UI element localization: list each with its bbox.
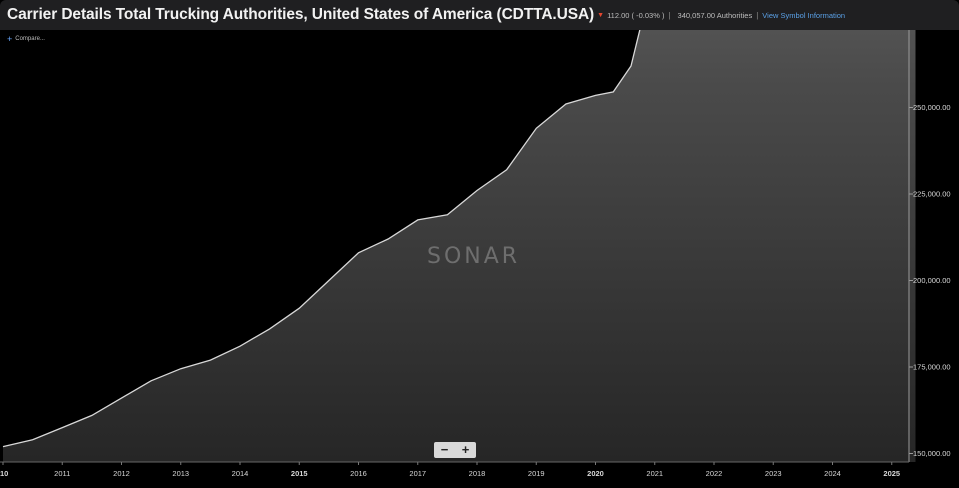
down-arrow-icon: ▼ [597, 11, 605, 19]
x-tick-label: 2023 [765, 469, 782, 478]
zoom-in-button[interactable]: + [461, 442, 470, 457]
x-tick-label: 2020 [587, 469, 604, 478]
last-value: 340,057.00 Authorities [677, 10, 753, 20]
zoom-controls: − + [434, 442, 476, 458]
series-area [3, 0, 916, 462]
y-tick-label: 200,000.00 [913, 276, 951, 285]
divider: | [756, 10, 759, 20]
series-line [2, 0, 648, 448]
x-tick-label: 2021 [646, 469, 663, 478]
view-symbol-info-link[interactable]: View Symbol Information [762, 10, 846, 20]
y-tick-label: 250,000.00 [913, 103, 951, 112]
x-tick-label: 2011 [54, 469, 70, 478]
x-axis: 10 2011 2012 2013 2014 2015 2016 2017 2018 2019 20… [0, 462, 900, 478]
chart-header: Carrier Details Total Trucking Authoriti… [0, 0, 959, 30]
x-tick-label: 2018 [469, 469, 486, 478]
zoom-out-button[interactable]: − [440, 442, 449, 457]
y-tick-label: 175,000.00 [913, 363, 951, 372]
chart-title: Carrier Details Total Trucking Authoriti… [7, 6, 595, 23]
plus-icon: + [7, 34, 13, 44]
watermark-logo: SONAR [427, 244, 521, 269]
x-tick-label: 2016 [350, 469, 367, 478]
x-tick-label: 2019 [528, 469, 545, 478]
x-tick-label: 2012 [113, 469, 130, 478]
x-tick-label: 2024 [824, 469, 841, 478]
x-tick-label: 2022 [706, 469, 723, 478]
divider: | [668, 10, 671, 20]
compare-button[interactable]: + Compare... [7, 34, 45, 44]
x-tick-label: 2017 [409, 469, 426, 478]
x-tick-label: 2015 [291, 469, 308, 478]
x-tick-label: 2014 [232, 469, 249, 478]
change-value: 112.00 ( -0.03% ) [607, 10, 665, 20]
y-tick-label: 150,000.00 [913, 449, 951, 458]
y-tick-label: 225,000.00 [913, 190, 951, 199]
x-tick-label: 2013 [172, 469, 189, 478]
x-tick-label: 2025 [883, 469, 900, 478]
x-tick-label: 10 [0, 469, 8, 478]
compare-label: Compare... [15, 36, 45, 42]
